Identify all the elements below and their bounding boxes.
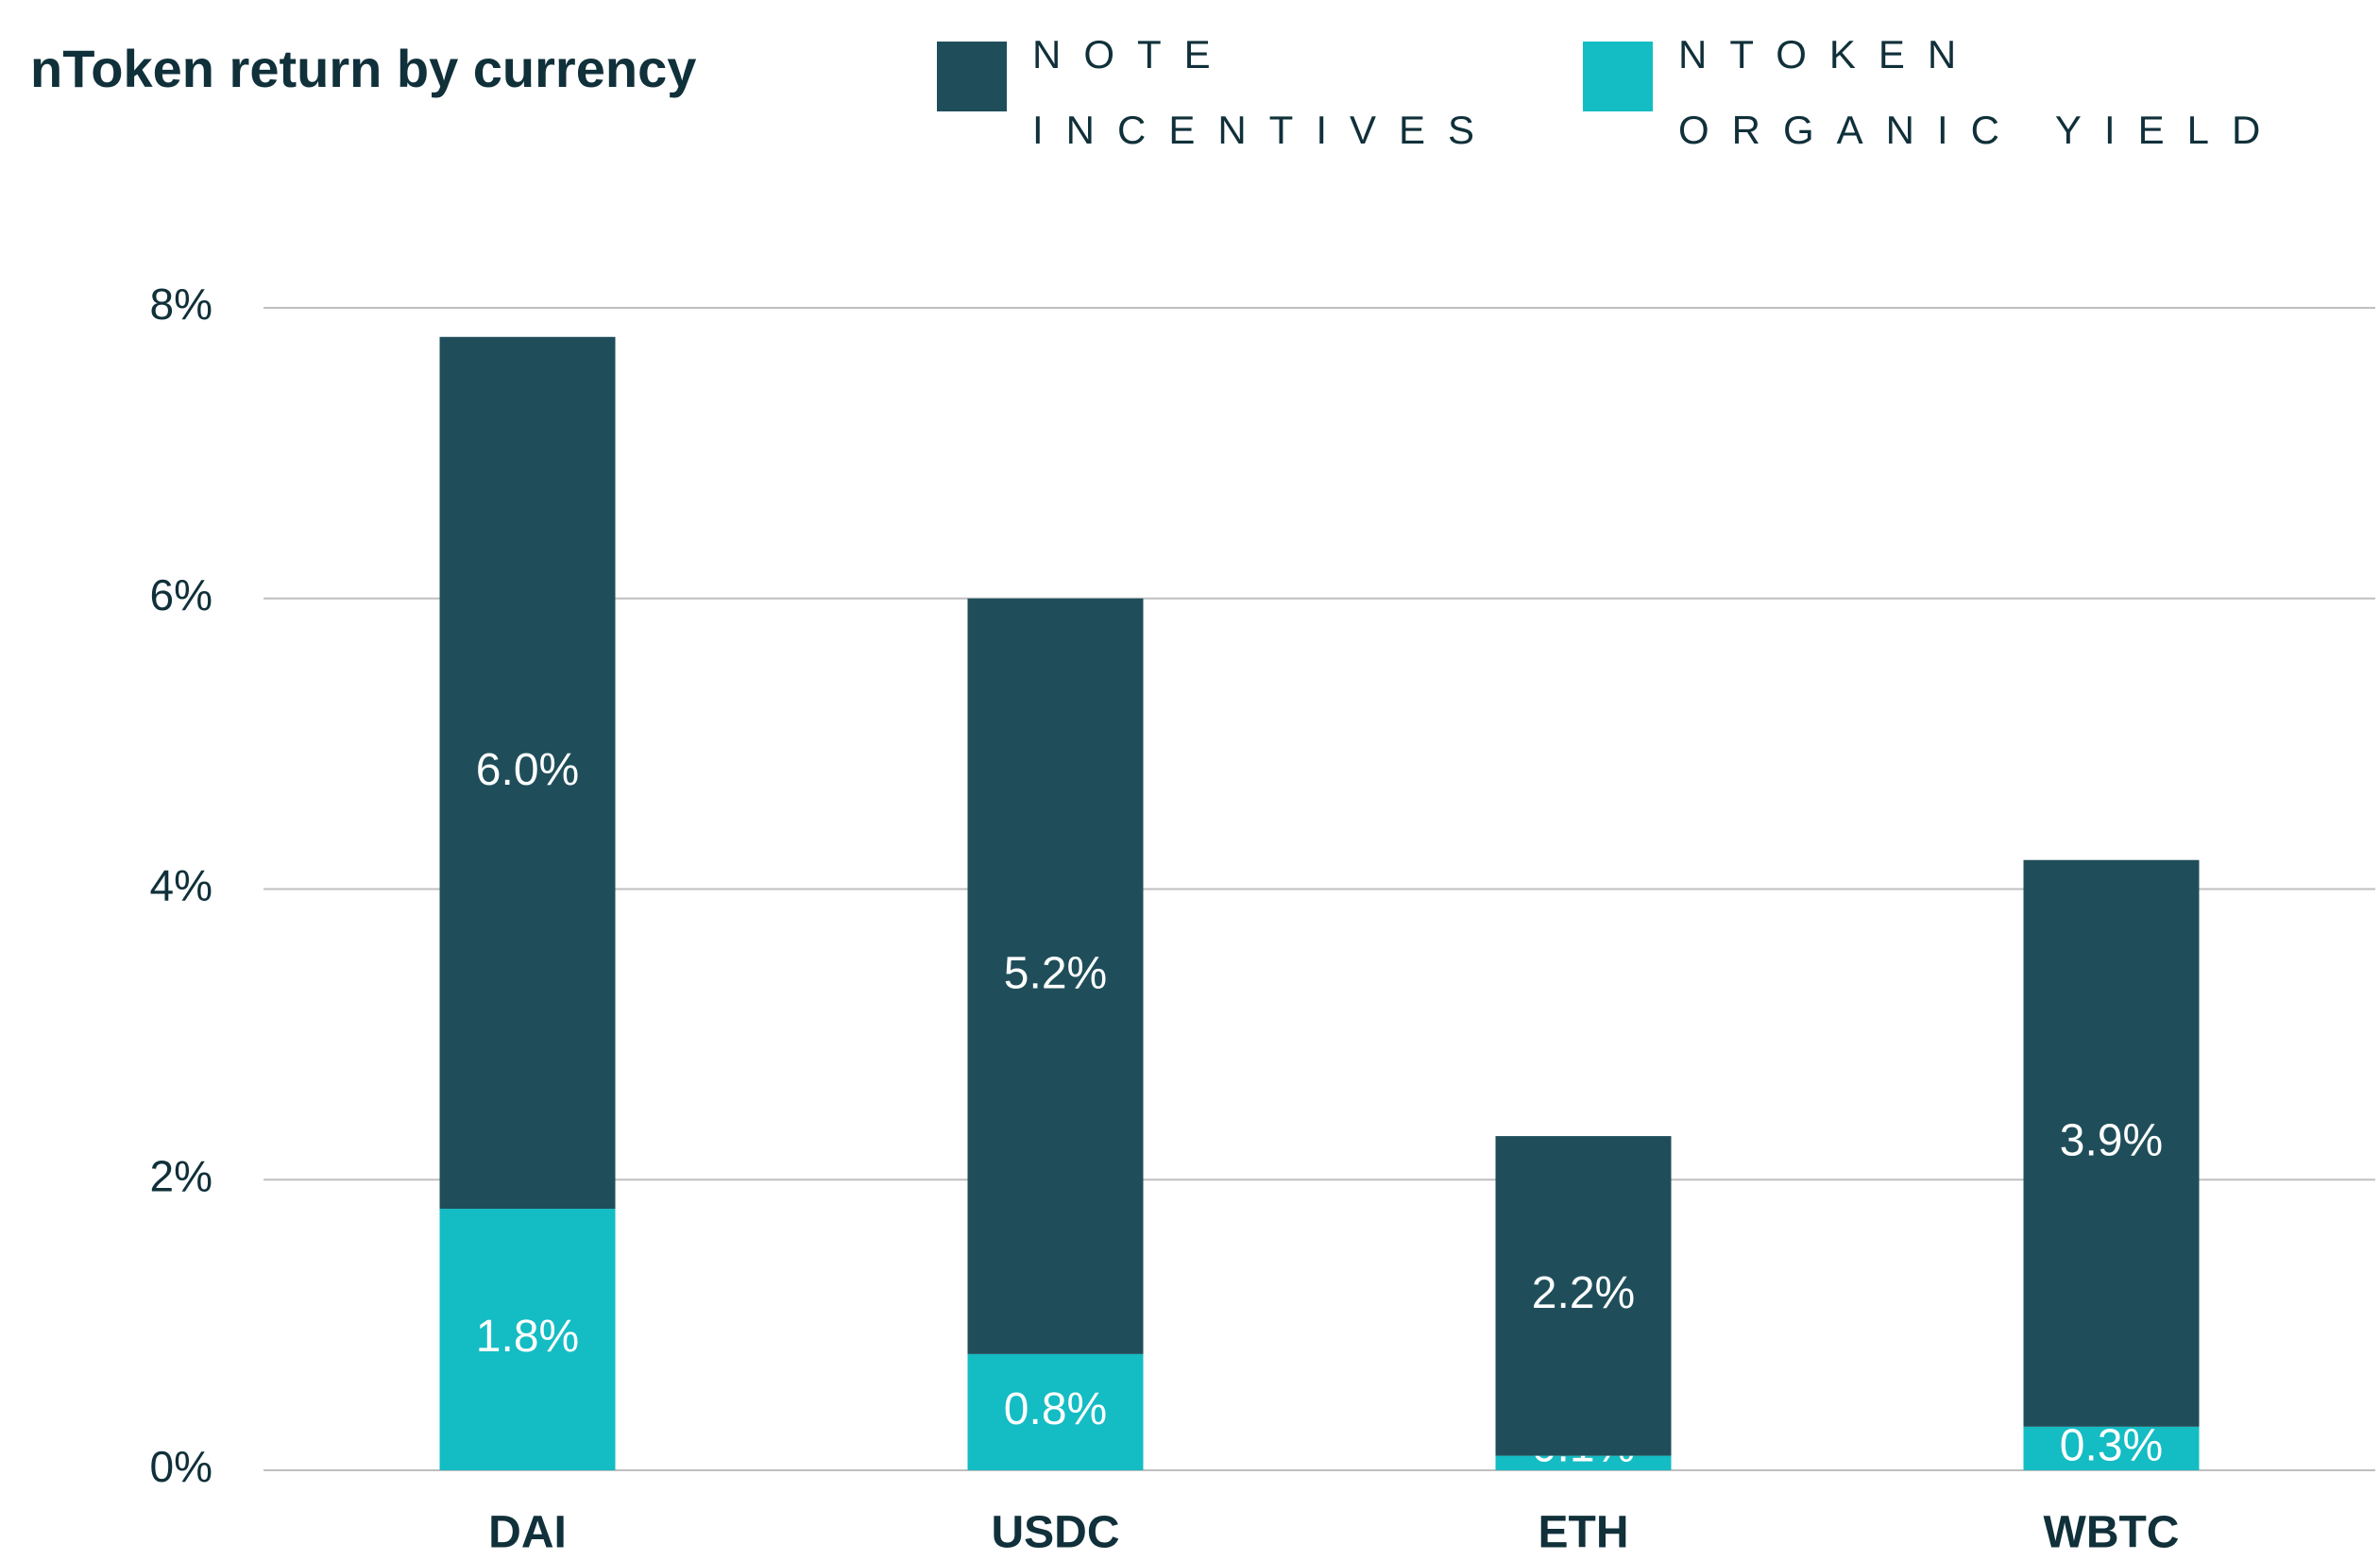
bar-segment [2023, 859, 2200, 1427]
bar-segment [2023, 1426, 2200, 1470]
value-label: 0.3% [2060, 1421, 2163, 1471]
legend-label: NOTE INCENTIVES [1032, 32, 1498, 152]
x-tick-label: USDC [991, 1508, 1119, 1558]
y-tick-label: 0% [150, 1442, 212, 1491]
bar-segment [439, 336, 616, 1210]
y-tick-label: 4% [150, 861, 212, 910]
bar-segment [439, 1209, 616, 1470]
value-label: 3.9% [2060, 1115, 2163, 1165]
y-tick-label: 6% [150, 570, 212, 619]
x-tick-label: ETH [1538, 1508, 1629, 1558]
y-tick-label: 8% [150, 280, 212, 329]
legend-label: NTOKEN ORGANIC YIELD [1678, 32, 2284, 152]
legend-item: NTOKEN ORGANIC YIELD [1583, 32, 2330, 168]
chart-title: nToken return by currency [30, 39, 696, 98]
value-label: 5.2% [1004, 948, 1107, 998]
y-tick-label: 2% [150, 1151, 212, 1200]
bar-segment [967, 598, 1144, 1354]
value-label: 0.8% [1004, 1384, 1107, 1434]
bar-segment [967, 1353, 1144, 1470]
value-label: 1.8% [476, 1312, 579, 1362]
legend-item: NOTE INCENTIVES [937, 32, 1561, 168]
value-label: 2.2% [1532, 1268, 1635, 1318]
x-tick-label: WBTC [2044, 1508, 2180, 1558]
value-label: 6.0% [476, 745, 579, 795]
legend-swatch [1583, 42, 1653, 111]
bar-segment [1495, 1136, 1672, 1456]
legend-swatch [937, 42, 1007, 111]
bar-segment [1495, 1455, 1672, 1470]
x-tick-label: DAI [488, 1508, 567, 1558]
